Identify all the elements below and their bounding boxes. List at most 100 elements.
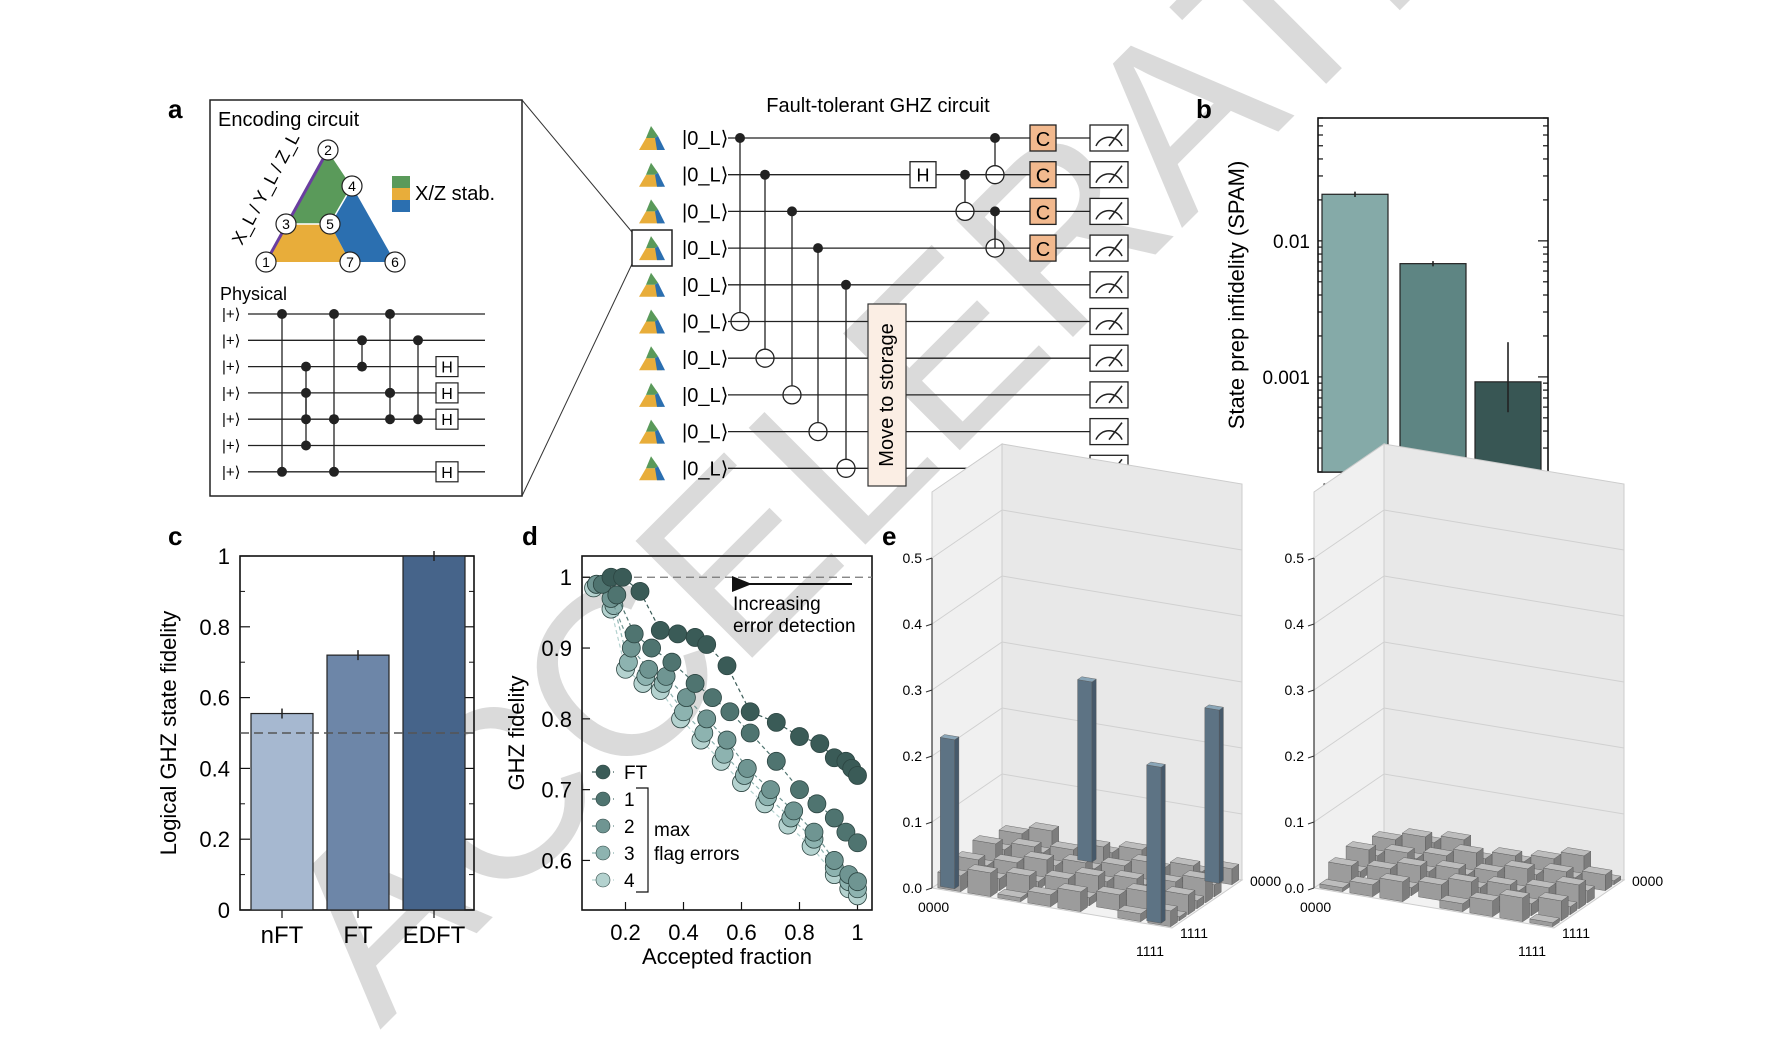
- data-point-2: [761, 780, 780, 800]
- qubit-node: [341, 175, 363, 197]
- meter-needle: [1108, 238, 1123, 257]
- floor-bar: [1096, 886, 1127, 896]
- floor-bar: [1349, 876, 1380, 886]
- data-point-2: [784, 801, 804, 821]
- c-gate-box: [1029, 161, 1057, 189]
- x-tick-label: 0.4: [668, 920, 699, 945]
- panel-c-chart: 0 0.2 0.4 0.6 0.8 1 Logical GHZ state fidelity…: [156, 544, 475, 949]
- legend-yellow-swatch: [392, 188, 410, 200]
- data-point-1: [703, 688, 722, 707]
- cz-dot: [357, 335, 367, 346]
- axis-end-label: 1111: [1518, 943, 1546, 959]
- z-tick: [1307, 623, 1315, 627]
- floor-bar: [1101, 857, 1132, 867]
- legend-marker: [595, 791, 611, 807]
- meter-needle: [1108, 348, 1123, 367]
- h-gate-label: H: [441, 412, 453, 429]
- logical-zero-state: |0_L⟩: [682, 275, 728, 297]
- cz-dot: [301, 361, 311, 372]
- meter-arc: [1095, 356, 1123, 367]
- cz-dot: [329, 309, 339, 319]
- floor-bar: [1074, 867, 1106, 877]
- data-point-1: [720, 702, 740, 722]
- meter-needle: [1108, 385, 1123, 404]
- qubit-node: [317, 139, 339, 161]
- mini-code-icon: [646, 309, 658, 322]
- qubit-node: [275, 213, 297, 235]
- peak-bar: [1146, 761, 1166, 768]
- grid-line: [1313, 575, 1625, 625]
- z-tick: [925, 689, 933, 693]
- annotation-line: Increasing: [733, 594, 821, 615]
- floor-bar: [997, 889, 1028, 898]
- floor-bar: [1491, 847, 1523, 857]
- cz-dot: [329, 414, 339, 425]
- grid-line: [931, 641, 1243, 691]
- x-tick-label: nFT: [261, 922, 304, 949]
- bar: [1321, 193, 1389, 473]
- zoom-line-bottom: [521, 263, 633, 497]
- peak-bar: [1146, 764, 1162, 924]
- cz-dot: [277, 309, 287, 319]
- data-point-1: [607, 585, 627, 605]
- meter-needle: [1108, 275, 1123, 294]
- peak-bar: [939, 734, 960, 741]
- qubit-number: 4: [348, 178, 356, 194]
- c-gate-label: C: [1036, 202, 1050, 224]
- mini-code-icon: [655, 356, 665, 371]
- meter-arc: [1095, 430, 1123, 440]
- cz-dot: [385, 309, 395, 319]
- measurement-box: [1089, 124, 1129, 152]
- h-gate-label: H: [917, 166, 930, 186]
- y-tick-label: 0.2: [199, 827, 230, 852]
- x-tick-label: 0.6: [726, 920, 757, 945]
- axis-end-label: 1111: [1562, 925, 1590, 941]
- legend-marker: [595, 845, 611, 861]
- axes-frame: [581, 555, 873, 911]
- cz-dot: [385, 414, 395, 425]
- measurement-box: [1089, 307, 1129, 336]
- z-tick-label: 0.0: [1285, 880, 1305, 896]
- cz-dot: [413, 414, 423, 425]
- data-point-1: [824, 808, 844, 828]
- qubit-number: 2: [324, 142, 332, 158]
- data-point-1: [740, 723, 760, 743]
- floor-bar: [1418, 876, 1449, 886]
- mini-code-icon: [655, 246, 665, 261]
- cnot-control: [841, 279, 851, 290]
- panel-d-chart: 0.2 0.4 0.6 0.8 1 0.6 0.7 0.8 0.9 1 Accepted fract…: [504, 555, 873, 969]
- floor-bar: [954, 851, 986, 861]
- cnot-control: [813, 243, 823, 254]
- floor-bar: [1423, 847, 1454, 857]
- floor-bar: [967, 868, 991, 897]
- h-gate-label: H: [441, 360, 453, 377]
- axis-start-label: 0000: [1250, 873, 1281, 889]
- cz-dot: [413, 335, 423, 346]
- stab-label: X/Z stab.: [415, 183, 495, 205]
- legend-bracket: [636, 787, 649, 893]
- floor-bar: [1113, 870, 1145, 880]
- y-tick-label: 1: [560, 565, 572, 590]
- mini-code-icon: [646, 419, 658, 432]
- plus-state: |+⟩: [222, 306, 241, 323]
- z-tick-label: 0.1: [903, 814, 923, 830]
- z-tick: [1307, 689, 1315, 693]
- meter-arc: [1095, 173, 1123, 184]
- mini-code-icon: [646, 199, 658, 212]
- encoding-title: Encoding circuit: [218, 109, 360, 131]
- panel-label-e: e: [882, 521, 896, 551]
- data-point-1: [685, 674, 705, 693]
- zoom-line-top: [521, 99, 633, 233]
- legend-marker: [595, 764, 611, 780]
- floor-bar: [998, 825, 1030, 835]
- data-point-1: [624, 624, 644, 644]
- floor-bar: [1525, 879, 1557, 889]
- x-tick-label: 0.8: [784, 920, 815, 945]
- data-point-FT: [790, 727, 809, 746]
- floor-bar: [1486, 876, 1518, 886]
- logical-operator-line: [264, 149, 330, 263]
- cz-dot: [329, 466, 339, 477]
- floor-bar: [1027, 886, 1058, 896]
- legend-label: FT: [624, 763, 648, 784]
- qubit-node: [339, 251, 361, 273]
